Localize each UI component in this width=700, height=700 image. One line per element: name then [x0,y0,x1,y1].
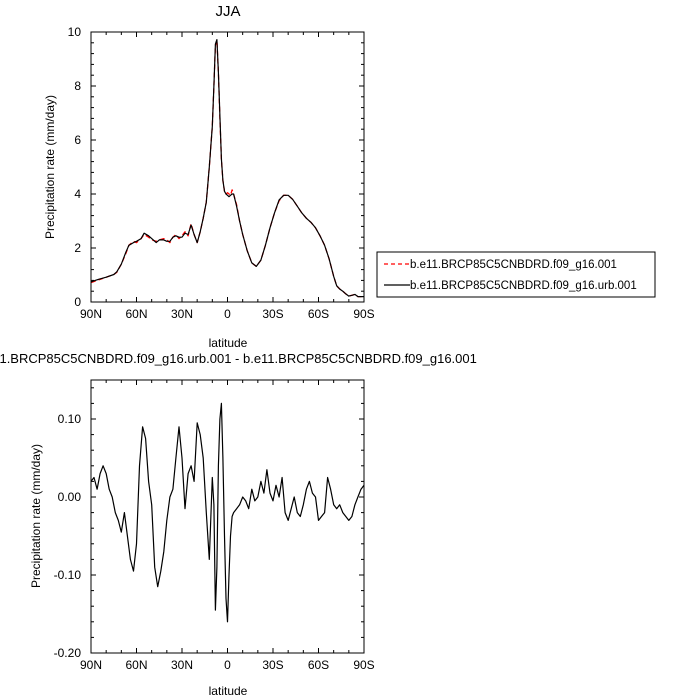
bottom-x-tick-label: 60N [125,658,147,672]
top-x-tick-label: 90N [80,307,102,321]
bottom-chart-title: b.e11.BRCP85C5CNBDRD.f09_g16.urb.001 - b… [0,351,477,366]
top-y-tick-label: 2 [74,241,81,255]
bottom-x-tick-label: 90N [80,658,102,672]
bottom-y-tick-label: 0.00 [58,490,82,504]
top-series-lines [90,39,364,298]
top-x-tick-label: 60N [125,307,147,321]
top-x-tick-label: 0 [224,307,231,321]
bottom-x-tick-label: 30S [262,658,283,672]
bottom-x-axis-label: latitude [209,684,248,698]
top-series-line-1 [90,39,364,298]
bottom-x-tick-label: 30N [171,658,193,672]
bottom-y-tick-labels: -0.20 -0.10 0.00 0.10 [54,412,82,660]
top-x-tick-label: 30N [171,307,193,321]
top-y-tick-label: 4 [74,187,81,201]
top-chart-title: JJA [215,3,240,20]
top-series-line-2 [90,39,364,298]
bottom-x-tick-label: 0 [224,658,231,672]
bottom-y-tick-label: -0.20 [54,646,82,660]
top-x-tick-labels: 90N 60N 30N 0 30S 60S 90S [80,307,375,321]
top-x-tick-label: 90S [353,307,374,321]
bottom-y-tick-label: 0.10 [58,412,82,426]
bottom-series-lines [90,402,365,623]
legend-box [376,251,656,298]
bottom-y-tick-label: -0.10 [54,568,82,582]
legend: b.e11.BRCP85C5CNBDRD.f09_g16.001 b.e11.B… [376,251,656,298]
bottom-panel: b.e11.BRCP85C5CNBDRD.f09_g16.urb.001 - b… [0,351,477,698]
top-y-axis-label: Precipitation rate (mm/day) [43,95,57,239]
bottom-x-tick-labels: 90N 60N 30N 0 30S 60S 90S [80,658,375,672]
top-x-axis-label: latitude [209,336,248,350]
top-plot-frame [90,31,365,303]
top-panel: JJA 90N 60N 30N 0 30S 60S 90S 0 2 4 6 8 10 latitude… [43,3,656,350]
top-x-tick-label: 60S [308,307,329,321]
legend-label-series-2: b.e11.BRCP85C5CNBDRD.f09_g16.urb.001 [410,280,637,292]
top-y-tick-label: 6 [74,133,81,147]
bottom-series-line-1 [90,402,365,623]
top-y-tick-label: 0 [74,295,81,309]
bottom-x-tick-label: 90S [353,658,374,672]
bottom-x-tick-label: 60S [308,658,329,672]
bottom-y-axis-label: Precipitation rate (mm/day) [29,444,43,588]
top-y-tick-label: 8 [74,79,81,93]
legend-label-series-1: b.e11.BRCP85C5CNBDRD.f09_g16.001 [410,259,617,271]
top-axis-ticks [90,31,365,303]
top-x-tick-label: 30S [262,307,283,321]
top-y-tick-labels: 0 2 4 6 8 10 [68,25,82,309]
top-y-tick-label: 10 [68,25,82,39]
bottom-plot-frame [90,379,365,654]
